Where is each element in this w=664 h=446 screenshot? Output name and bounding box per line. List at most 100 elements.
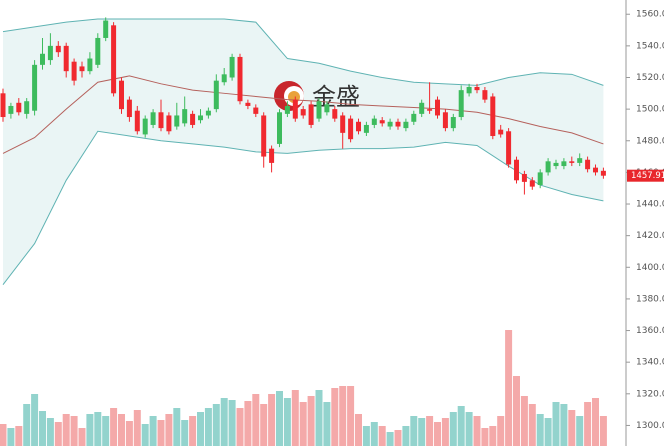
volume-bar	[54, 422, 62, 446]
volume-bar	[268, 394, 276, 446]
volume-bar	[576, 416, 584, 446]
volume-bar	[276, 391, 283, 446]
band-upper	[2, 18, 604, 86]
candle-body	[0, 93, 6, 118]
candle-body	[577, 158, 583, 163]
volume-bar	[70, 416, 78, 446]
candle-body	[221, 74, 227, 83]
volume-bar	[39, 411, 46, 446]
volume-bar	[339, 386, 347, 446]
candle-body	[95, 37, 101, 65]
volume-bar	[125, 421, 133, 446]
volume-bar	[418, 418, 426, 446]
candle-body	[521, 173, 527, 182]
volume-bar	[362, 426, 370, 446]
candle-body	[419, 102, 425, 114]
volume-bar	[31, 394, 39, 446]
volume-bar	[584, 402, 592, 446]
volume-bar	[141, 424, 149, 446]
volume-bar	[102, 416, 110, 446]
band-middle	[2, 75, 604, 154]
volume-bar	[157, 420, 165, 446]
candle-body	[482, 90, 488, 100]
volume-bar	[189, 416, 197, 446]
candle-body	[585, 159, 591, 170]
volume-bar	[592, 398, 599, 446]
volume-bar	[118, 414, 125, 446]
candle-body	[237, 56, 243, 102]
candle-body	[55, 45, 61, 53]
candle-body	[450, 117, 456, 129]
candle-body	[356, 121, 361, 132]
volume-bar	[46, 418, 54, 446]
volume-bar	[23, 404, 31, 446]
last-price-label: 1457.91	[631, 171, 664, 181]
candle-body	[269, 148, 275, 163]
volume-bar	[0, 424, 7, 446]
volume-bar	[236, 408, 244, 446]
candle-body	[166, 115, 172, 132]
volume-bar	[291, 390, 299, 446]
candle-body	[600, 170, 606, 176]
candle-body	[466, 86, 472, 94]
candle-body	[569, 161, 575, 163]
volume-bar	[260, 404, 268, 446]
candle-body	[277, 112, 282, 144]
last-price-box	[627, 169, 664, 182]
y-tick-label: 1520.00	[636, 73, 664, 83]
volume-bar	[212, 404, 220, 446]
volume-bar	[465, 412, 473, 446]
candle-body	[253, 107, 259, 114]
volume-bar	[315, 390, 323, 446]
candle-body	[553, 162, 559, 167]
candle-body	[308, 104, 314, 125]
volume-bar	[370, 422, 378, 446]
volume-bar	[173, 408, 181, 446]
volume-bar	[441, 418, 449, 446]
volume-bar	[7, 428, 15, 446]
candle-body	[363, 124, 369, 133]
candle-body	[506, 131, 512, 165]
candle-body	[261, 115, 267, 157]
volume-bar	[15, 426, 23, 446]
y-tick-label: 1360.00	[636, 326, 664, 336]
volume-bar	[78, 428, 86, 446]
volume-bar	[457, 406, 465, 446]
candle-body	[458, 90, 464, 118]
volume-bar	[386, 432, 394, 446]
y-tick-label: 1500.00	[636, 105, 664, 115]
volume-bar	[62, 414, 70, 446]
volume-bar	[505, 330, 513, 446]
candle-body	[71, 61, 77, 81]
volume-bar	[347, 386, 355, 446]
volume-bar	[378, 426, 386, 446]
candle-body	[245, 102, 251, 106]
volume-bar	[220, 398, 228, 446]
volume-bar	[244, 401, 252, 446]
candle-body	[435, 99, 440, 116]
volume-bar	[197, 412, 204, 446]
candle-body	[490, 96, 496, 137]
candle-body	[387, 121, 393, 127]
candle-body	[24, 101, 30, 114]
candle-body	[47, 45, 53, 61]
candle-body	[340, 115, 346, 133]
candle-body	[205, 110, 211, 116]
candle-body	[379, 120, 385, 124]
y-tick-label: 1560.00	[636, 10, 664, 20]
candle-body	[79, 66, 85, 72]
candle-body	[182, 109, 188, 124]
candle-body	[40, 53, 45, 65]
candle-body	[87, 58, 93, 72]
y-tick-label: 1320.00	[636, 389, 664, 399]
candle-body	[190, 113, 196, 125]
candle-body	[134, 110, 140, 132]
candle-body	[371, 118, 377, 125]
volume-bar	[331, 388, 339, 446]
candle-body	[142, 118, 148, 135]
volume-bar	[355, 414, 362, 446]
volume-bar	[473, 416, 481, 446]
candle-body	[32, 64, 38, 111]
axis-bg	[626, 0, 664, 446]
